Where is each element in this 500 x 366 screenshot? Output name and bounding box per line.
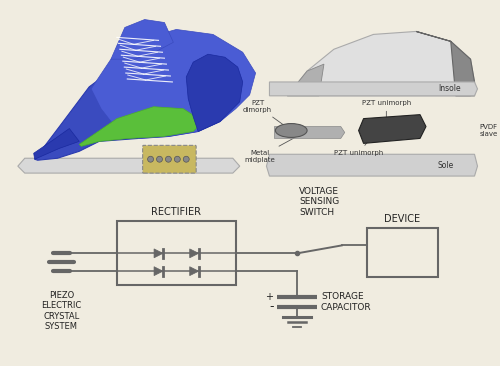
Text: PIEZO
ELECTRIC
CRYSTAL
SYSTEM: PIEZO ELECTRIC CRYSTAL SYSTEM <box>42 291 82 331</box>
Text: +: + <box>266 292 274 302</box>
Polygon shape <box>91 29 256 138</box>
Polygon shape <box>288 64 324 96</box>
Text: VOLTAGE
SENSING
SWITCH: VOLTAGE SENSING SWITCH <box>299 187 340 217</box>
Circle shape <box>148 156 154 162</box>
Text: DEVICE: DEVICE <box>384 214 420 224</box>
Polygon shape <box>358 115 426 143</box>
Polygon shape <box>190 249 198 258</box>
Polygon shape <box>80 107 203 146</box>
Text: PZT
dimorph: PZT dimorph <box>243 100 288 128</box>
Polygon shape <box>154 249 163 258</box>
Polygon shape <box>274 127 344 138</box>
Text: PVDF
slave: PVDF slave <box>480 124 498 137</box>
Polygon shape <box>186 54 242 131</box>
FancyBboxPatch shape <box>142 145 196 173</box>
Polygon shape <box>416 31 474 96</box>
Polygon shape <box>154 267 163 276</box>
Text: Sole: Sole <box>438 161 454 170</box>
Circle shape <box>184 156 189 162</box>
Circle shape <box>174 156 180 162</box>
Text: STORAGE
CAPACITOR: STORAGE CAPACITOR <box>321 292 372 311</box>
Polygon shape <box>266 154 478 176</box>
Bar <box>117 221 236 285</box>
Circle shape <box>166 156 172 162</box>
Polygon shape <box>270 82 478 96</box>
Text: PZT unimorph: PZT unimorph <box>362 100 411 133</box>
Text: PZT unimorph: PZT unimorph <box>334 124 383 156</box>
Text: -: - <box>269 300 274 313</box>
Text: Metal
midplate: Metal midplate <box>244 134 301 163</box>
Polygon shape <box>18 158 240 173</box>
Polygon shape <box>288 31 474 96</box>
Bar <box>366 228 438 277</box>
Polygon shape <box>190 267 198 276</box>
Polygon shape <box>111 19 174 59</box>
Ellipse shape <box>276 124 307 137</box>
Circle shape <box>156 156 162 162</box>
Text: Insole: Insole <box>438 85 460 93</box>
Text: RECTIFIER: RECTIFIER <box>152 207 202 217</box>
Polygon shape <box>34 128 80 159</box>
Polygon shape <box>34 42 242 160</box>
